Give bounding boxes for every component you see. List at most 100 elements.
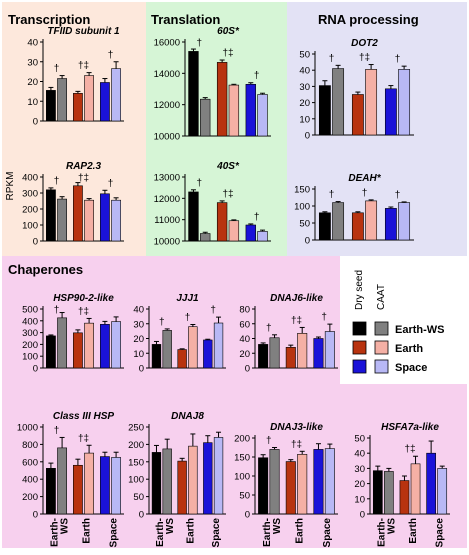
significance-marker: † (197, 38, 203, 49)
bar (151, 344, 162, 369)
y-tick-label: 150 (128, 457, 144, 468)
bar (228, 220, 240, 242)
significance-marker: † (54, 176, 60, 187)
y-tick-label: 60 (239, 319, 250, 330)
y-tick-label: 250 (128, 423, 144, 434)
x-tick-label: Earth (186, 518, 197, 544)
legend-label-space: Space (395, 362, 427, 374)
chart-title: DEAH* (348, 173, 381, 184)
bar (46, 335, 56, 369)
y-axis-label: RPKM (5, 172, 16, 201)
bar (318, 212, 331, 241)
bar (269, 337, 280, 369)
bar (84, 75, 94, 122)
y-tick-label: 30 (27, 57, 38, 68)
bar (297, 454, 308, 515)
bar (245, 224, 256, 242)
y-tick-label: 16000 (154, 38, 180, 49)
chart-title: HSP90-2-like (53, 293, 114, 304)
bar (73, 464, 83, 515)
significance-marker: †‡ (78, 433, 89, 444)
x-tick-label: Earth-WS (155, 518, 176, 547)
x-tick-label-line: Earth (408, 518, 419, 544)
bar (324, 448, 335, 515)
y-tick-label: 0 (360, 510, 365, 521)
bar (188, 326, 198, 369)
significance-marker: †‡ (291, 439, 302, 450)
x-tick-label: Space (211, 518, 222, 548)
bar (365, 69, 378, 136)
significance-marker: †‡ (404, 444, 415, 455)
bar (258, 344, 269, 369)
bar (372, 470, 383, 515)
bar (398, 202, 411, 241)
y-tick-label: 200 (22, 205, 38, 216)
y-tick-label: 10000 (154, 132, 180, 143)
x-tick-label: Earth-WS (262, 518, 283, 547)
significance-marker: † (197, 178, 203, 189)
bar (111, 321, 121, 369)
y-tick-label: 10 (133, 349, 144, 360)
chart-title: TFIID subunit 1 (47, 26, 120, 37)
legend-swatch-earth-caat (374, 340, 389, 355)
x-tick-label-line: WS (386, 518, 397, 534)
significance-marker: † (395, 54, 401, 65)
y-tick-label: 10000 (154, 237, 180, 248)
y-tick-label: 1000 (17, 423, 38, 434)
x-tick-label-line: WS (272, 518, 283, 534)
chart-40s: 40S* 10000 11000 12000 13000 † †‡ † (154, 161, 271, 248)
bar (111, 457, 121, 515)
chart-title: Class III HSP (53, 411, 114, 422)
chart-dnaj8: DNAJ8 0 50 100 150 200 250 Earth-WS Earth Space (128, 411, 226, 547)
y-tick-label: 100 (234, 472, 250, 483)
bar (351, 212, 364, 241)
significance-marker: † (329, 53, 335, 64)
significance-marker: † (210, 305, 216, 316)
significance-marker: †‡ (78, 61, 89, 72)
significance-marker: † (329, 190, 335, 201)
chart-dnaj3: DNAJ3-like 0 50 100 150 200 † †‡ Earth-WS Earth Sp… (234, 422, 338, 547)
bar (46, 90, 56, 122)
bar (84, 452, 94, 515)
legend-swatch-earth-ws-caat (374, 321, 389, 336)
significance-marker: † (321, 312, 327, 323)
bar (285, 461, 296, 515)
y-tick-label: 80 (239, 305, 250, 316)
bar (203, 442, 213, 515)
bar (216, 202, 228, 242)
bar (200, 98, 211, 137)
chart-jjj1: JJJ1 0 10 20 30 40 † † † (133, 293, 226, 375)
y-tick-label: 0 (33, 364, 38, 375)
chart-deah: DEAH* 0 50 100 150 † † † (294, 173, 414, 247)
y-tick-label: 800 (22, 440, 38, 451)
significance-marker: †‡ (222, 189, 233, 200)
y-tick-label: 10 (27, 97, 38, 108)
section-title-chaperones: Chaperones (8, 262, 83, 277)
y-tick-label: 0 (139, 510, 144, 521)
y-tick-label: 40 (354, 449, 365, 460)
significance-marker: † (362, 188, 368, 199)
bar (57, 447, 67, 515)
x-tick-label: Earth (82, 518, 93, 544)
y-tick-label: 400 (22, 475, 38, 486)
y-tick-label: 0 (245, 364, 250, 375)
bar (46, 468, 56, 515)
bar (57, 78, 67, 122)
bar (46, 189, 56, 242)
bar (257, 231, 268, 242)
bar (200, 233, 211, 242)
y-tick-label: 50 (299, 50, 310, 61)
y-tick-label: 100 (22, 352, 38, 363)
x-tick-label: Space (109, 518, 120, 548)
y-tick-label: 20 (354, 479, 365, 490)
y-tick-label: 30 (133, 319, 144, 330)
bar (365, 200, 378, 241)
section-title-transcription: Transcription (8, 12, 90, 27)
y-tick-label: 40 (299, 66, 310, 77)
legend-swatch-space-caat (374, 359, 389, 374)
y-tick-label: 600 (22, 457, 38, 468)
x-tick-label: Space (322, 518, 333, 548)
chart-title: 60S* (217, 26, 240, 37)
